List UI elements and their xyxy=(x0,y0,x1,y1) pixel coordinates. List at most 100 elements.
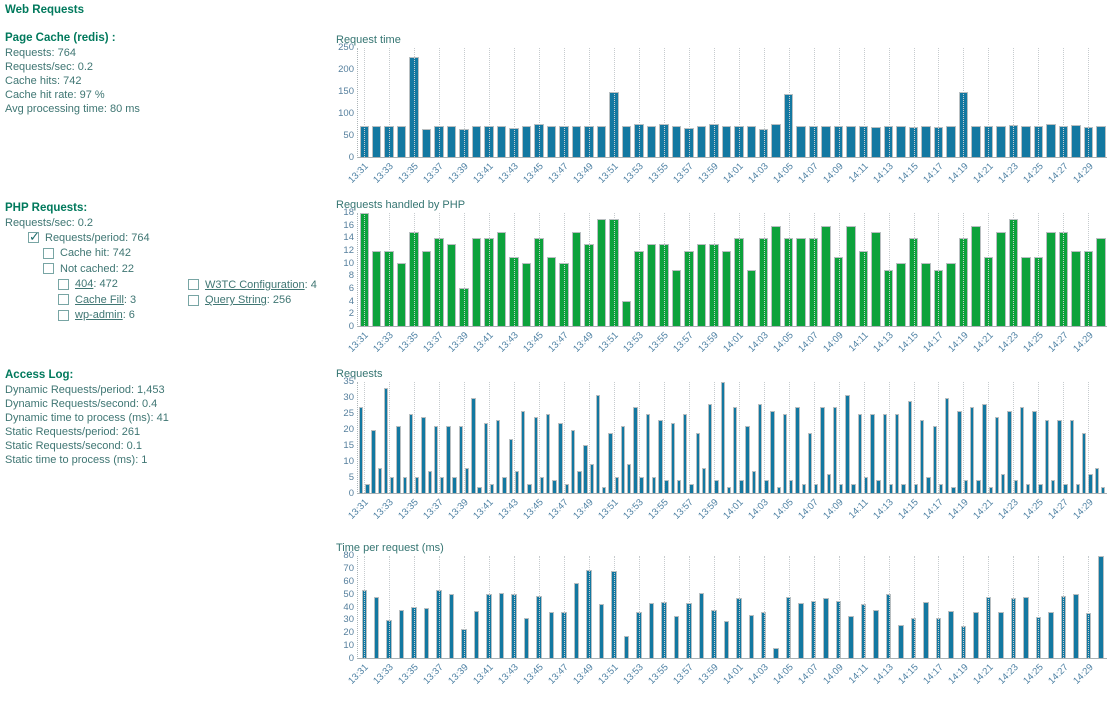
gridline xyxy=(863,382,865,493)
bar xyxy=(1096,126,1106,157)
gridline xyxy=(539,556,540,658)
bar-slot xyxy=(595,48,607,157)
bar-slot xyxy=(970,213,982,326)
bar-slot xyxy=(520,48,532,157)
y-axis: 0 2 4 6 8 10 12 14 16 18 xyxy=(334,208,357,332)
gridline xyxy=(988,213,990,326)
bar-slot xyxy=(539,382,545,493)
bar-slot xyxy=(995,48,1007,157)
bar xyxy=(1071,124,1081,157)
bar xyxy=(757,404,763,493)
checkbox-cache-fill[interactable] xyxy=(58,294,69,306)
x-tick-label: 14:23 xyxy=(996,662,1022,687)
gridline xyxy=(738,48,740,157)
bar-slot xyxy=(570,48,582,157)
checkbox-label-cache-fill[interactable]: Cache Fill: 3 xyxy=(75,293,137,306)
bar-slot xyxy=(395,48,407,157)
bar-slot xyxy=(464,382,470,493)
bar-slot xyxy=(670,48,682,157)
gridline xyxy=(888,48,890,157)
link-query-string[interactable]: Query String xyxy=(205,294,267,307)
bar-slot xyxy=(626,382,632,493)
checkbox-label-wp-admin[interactable]: wp-admin: 6 xyxy=(75,309,135,322)
bar-slot xyxy=(900,382,906,493)
bar xyxy=(570,429,576,493)
bar xyxy=(895,413,900,493)
bar xyxy=(770,410,775,493)
checkbox-label-404[interactable]: 404: 472 xyxy=(75,278,118,291)
checkbox-query-string[interactable] xyxy=(188,294,199,306)
bar-slot xyxy=(582,382,588,493)
bar-slot xyxy=(508,382,514,493)
bar-slot xyxy=(383,382,389,493)
checkbox-wp-admin[interactable] xyxy=(58,309,69,321)
checkbox-not-cached[interactable] xyxy=(43,263,54,275)
checkbox-label-query-string[interactable]: Query String: 256 xyxy=(205,294,292,307)
bar xyxy=(583,445,588,493)
bar xyxy=(1069,420,1075,493)
gridline xyxy=(414,556,416,658)
bar-slot xyxy=(820,213,832,326)
checkbox-requests-period[interactable] xyxy=(28,229,40,245)
link-cache-fill[interactable]: Cache Fill xyxy=(75,293,124,306)
bar xyxy=(969,407,975,493)
link-404[interactable]: 404 xyxy=(75,278,94,291)
bar-slot xyxy=(682,382,688,493)
x-tick-label: 13:57 xyxy=(671,662,697,687)
checkbox-label-w3tc-configuration[interactable]: W3TC Configuration: 4 xyxy=(205,278,317,291)
bar xyxy=(448,594,455,658)
bar xyxy=(427,470,432,493)
bar xyxy=(608,432,613,493)
gridline xyxy=(763,382,765,493)
bar-slot xyxy=(489,382,495,493)
bar xyxy=(896,263,906,326)
php-requests-header: PHP Requests: xyxy=(5,202,88,214)
bar xyxy=(1046,123,1056,157)
bar-slot xyxy=(445,556,457,658)
checkbox-404[interactable] xyxy=(58,278,69,290)
link-wp-admin[interactable]: wp-admin xyxy=(75,309,123,322)
bar xyxy=(646,125,657,157)
gridline xyxy=(938,382,940,493)
bar-slot xyxy=(545,382,551,493)
gridline xyxy=(539,382,540,493)
x-tick-label: 13:45 xyxy=(521,330,547,355)
x-tick-label: 13:41 xyxy=(471,161,497,186)
bar xyxy=(723,621,730,658)
bar xyxy=(926,477,931,493)
bar xyxy=(1082,432,1087,493)
bar xyxy=(957,410,962,493)
bar-slot xyxy=(645,48,657,157)
checkbox-w3tc-configuration[interactable] xyxy=(188,279,199,291)
gridline xyxy=(364,48,366,157)
bar xyxy=(539,477,545,493)
bar-slot xyxy=(1056,382,1062,493)
bar-slot xyxy=(670,382,676,493)
link-w3tc-configuration[interactable]: W3TC Configuration xyxy=(205,278,305,291)
bar xyxy=(371,125,382,157)
x-tick-label: 13:59 xyxy=(696,497,722,522)
x-tick-label: 14:05 xyxy=(771,497,797,522)
bar-slot xyxy=(994,382,1000,493)
x-tick-label: 14:03 xyxy=(746,330,772,355)
bar xyxy=(621,126,632,157)
bar-slot xyxy=(870,556,882,658)
bar xyxy=(821,225,831,326)
gridline xyxy=(539,48,540,157)
bar xyxy=(373,596,380,658)
gridline xyxy=(514,213,516,326)
stat-line: Cache hits: 742 xyxy=(5,75,82,87)
bar-slot xyxy=(1031,382,1037,493)
gridline xyxy=(588,556,590,658)
y-tick-label: 60 xyxy=(343,575,354,587)
bar xyxy=(898,624,904,658)
gridline xyxy=(813,556,815,658)
bar xyxy=(896,125,906,157)
x-tick-label: 13:45 xyxy=(521,662,547,687)
x-tick-label: 13:31 xyxy=(346,161,372,186)
x-tick-label: 13:33 xyxy=(371,497,397,522)
bar xyxy=(838,483,844,493)
bar xyxy=(496,231,507,326)
x-tick-label: 14:27 xyxy=(1046,497,1072,522)
checkbox-cache-hit[interactable] xyxy=(43,247,54,259)
